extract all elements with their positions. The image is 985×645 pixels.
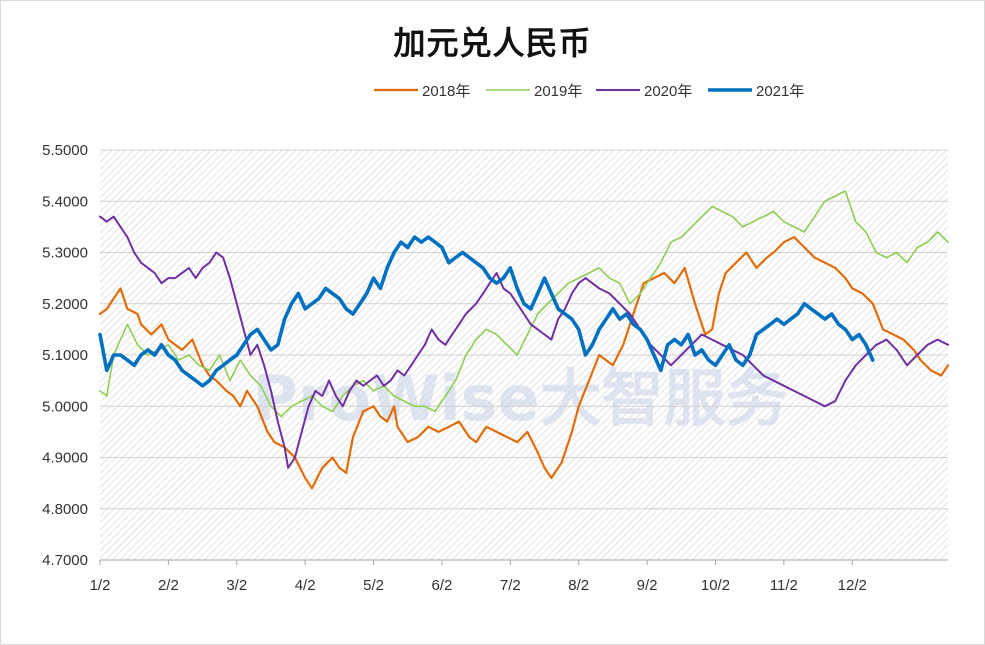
x-axis: 1/2 2/2 3/2 4/2 5/2 6/2 7/2 8/2 9/2 10/2 11/2 12/2 xyxy=(90,560,867,594)
y-tick-label: 5.0000 xyxy=(42,398,88,415)
series-line-0 xyxy=(98,236,950,490)
x-tick-label: 9/2 xyxy=(637,577,658,594)
watermark: ProWise大智服务 xyxy=(252,362,787,435)
x-tick-label: 8/2 xyxy=(568,577,589,594)
x-tick-label: 7/2 xyxy=(500,577,521,594)
x-tick-label: 3/2 xyxy=(226,577,247,594)
legend-label: 2021年 xyxy=(756,83,804,100)
y-tick-label: 4.8000 xyxy=(42,501,88,518)
y-tick-label: 5.3000 xyxy=(42,245,88,262)
legend-label: 2020年 xyxy=(644,83,692,100)
x-tick-label: 2/2 xyxy=(158,577,179,594)
y-tick-label: 5.1000 xyxy=(42,347,88,364)
y-axis: 5.5000 5.4000 5.3000 5.2000 5.1000 5.0000 4.90… xyxy=(42,142,88,569)
legend: 2018年 2019年 2020年 2021年 xyxy=(374,83,804,100)
x-tick-label: 11/2 xyxy=(770,577,798,594)
x-tick-label: 1/2 xyxy=(90,577,111,594)
legend-label: 2018年 xyxy=(422,83,470,100)
series-line-3 xyxy=(98,235,875,388)
x-tick-label: 10/2 xyxy=(701,577,730,594)
y-tick-label: 5.4000 xyxy=(42,193,88,210)
chart-title: 加元兑人民币 xyxy=(393,24,592,62)
series-group xyxy=(98,190,950,490)
y-tick-label: 4.7000 xyxy=(42,552,88,569)
y-tick-label: 5.5000 xyxy=(42,142,88,159)
x-tick-label: 5/2 xyxy=(363,577,384,594)
x-tick-label: 4/2 xyxy=(295,577,316,594)
series-line-2 xyxy=(99,215,949,469)
x-tick-label: 12/2 xyxy=(838,577,867,594)
legend-label: 2019年 xyxy=(534,83,582,100)
series-line-1 xyxy=(99,190,949,418)
y-tick-label: 5.2000 xyxy=(42,296,88,313)
y-tick-label: 4.9000 xyxy=(42,450,88,467)
x-tick-label: 6/2 xyxy=(432,577,453,594)
